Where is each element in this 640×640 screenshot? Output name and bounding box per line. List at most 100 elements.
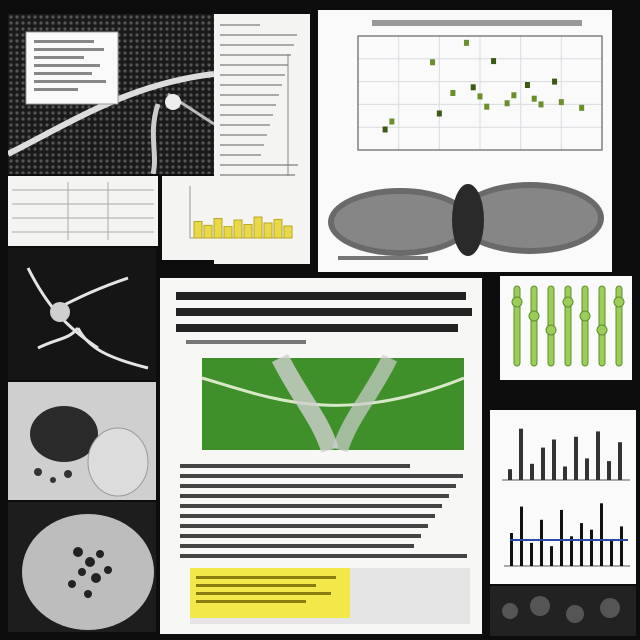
mini-bar (213, 218, 223, 239)
paper-body-text (180, 464, 467, 558)
scatter-points (382, 39, 585, 133)
text-line (180, 484, 456, 488)
text-line (180, 464, 410, 468)
text-line (220, 104, 276, 106)
highlighted-table (190, 568, 470, 624)
histogram-bar (508, 469, 512, 480)
branching-micrograph (8, 248, 156, 380)
inset-note (25, 31, 119, 105)
histogram-bar (560, 509, 563, 566)
scatter-point (389, 118, 395, 125)
scatter-title-smudge (372, 20, 582, 26)
scatter-point (552, 78, 558, 85)
scatter-point (477, 93, 483, 100)
text-line (180, 554, 467, 558)
histogram-bar (530, 463, 534, 480)
text-line (220, 24, 260, 26)
text-line (220, 144, 264, 146)
scatter-plot-panel (318, 10, 612, 272)
stem-node (596, 324, 608, 336)
scatter-point (579, 104, 585, 111)
text-line (220, 174, 295, 176)
text-line (180, 534, 421, 538)
mini-bar (203, 224, 213, 239)
mini-bar-chart-panel (162, 176, 300, 260)
mini-bar (193, 221, 203, 239)
scatter-point (436, 110, 442, 117)
scatter-grid (357, 35, 603, 151)
histogram-bar (519, 428, 523, 480)
text-line (180, 524, 428, 528)
branching-svg (26, 267, 149, 370)
text-line (220, 164, 298, 166)
histogram-bar (541, 447, 545, 480)
text-line (180, 514, 435, 518)
mini-bar (243, 224, 253, 239)
mini-bar (283, 225, 293, 239)
text-line (180, 544, 414, 548)
micrograph-top-left (8, 14, 214, 174)
table-panel (8, 176, 158, 246)
stem (581, 285, 589, 367)
histogram-figure (502, 428, 630, 567)
scatter-point (531, 95, 537, 102)
histogram-bar (580, 523, 583, 566)
stem-node (579, 310, 591, 322)
scatter-point (450, 90, 456, 96)
cell-cluster-micrograph (8, 502, 156, 632)
histogram-panel (490, 410, 636, 584)
scatter-point (470, 84, 476, 91)
histogram-bar (574, 436, 578, 480)
paper-page-svg (176, 292, 472, 624)
stem-node (528, 310, 540, 322)
text-line (220, 114, 273, 116)
stems-panel (500, 276, 632, 380)
text-line (220, 94, 279, 96)
histogram-bar (596, 431, 600, 480)
leaf-figure (201, 353, 465, 453)
histogram-bar (540, 519, 543, 566)
mini-bar (263, 222, 273, 239)
histogram-bar (620, 526, 623, 566)
text-line (180, 504, 442, 508)
mini-bar (253, 216, 263, 239)
histogram-bar (510, 533, 513, 566)
histogram-bar (520, 506, 523, 566)
stem-node (613, 296, 625, 308)
text-line (220, 74, 285, 76)
histogram-bar (552, 439, 556, 480)
tissue-micrograph (8, 382, 156, 500)
mini-bar-chart (189, 186, 293, 239)
scatter-point (484, 103, 490, 110)
histogram-bar (563, 466, 567, 480)
histogram-bar (600, 503, 603, 566)
text-line (180, 474, 463, 478)
stem-node (511, 296, 523, 308)
scatter-point (430, 59, 436, 66)
mini-bar (233, 219, 243, 239)
scatter-plot (328, 20, 604, 260)
scatter-point (382, 126, 388, 133)
mini-bar (273, 218, 283, 239)
table-lines (12, 182, 154, 240)
micrograph-svg (8, 14, 214, 174)
histogram-bar (585, 458, 589, 480)
histogram-bar (610, 539, 613, 566)
stems-figure (511, 285, 625, 367)
text-line (220, 134, 267, 136)
bottom-right-svg (502, 596, 620, 623)
bottom-right-micrograph (490, 586, 636, 636)
text-line (180, 494, 449, 498)
histogram-bar (570, 536, 573, 566)
scatter-point (504, 100, 510, 107)
cell-cluster-svg (22, 514, 154, 630)
text-line (220, 34, 297, 36)
text-line (220, 64, 288, 66)
scatter-point (558, 99, 564, 106)
scatter-point (511, 92, 517, 99)
moth-specimen (328, 182, 604, 260)
paper-page (160, 278, 482, 634)
histogram-bar (618, 442, 622, 480)
paper-heading-smudge (176, 292, 472, 332)
scatter-point (538, 101, 544, 108)
